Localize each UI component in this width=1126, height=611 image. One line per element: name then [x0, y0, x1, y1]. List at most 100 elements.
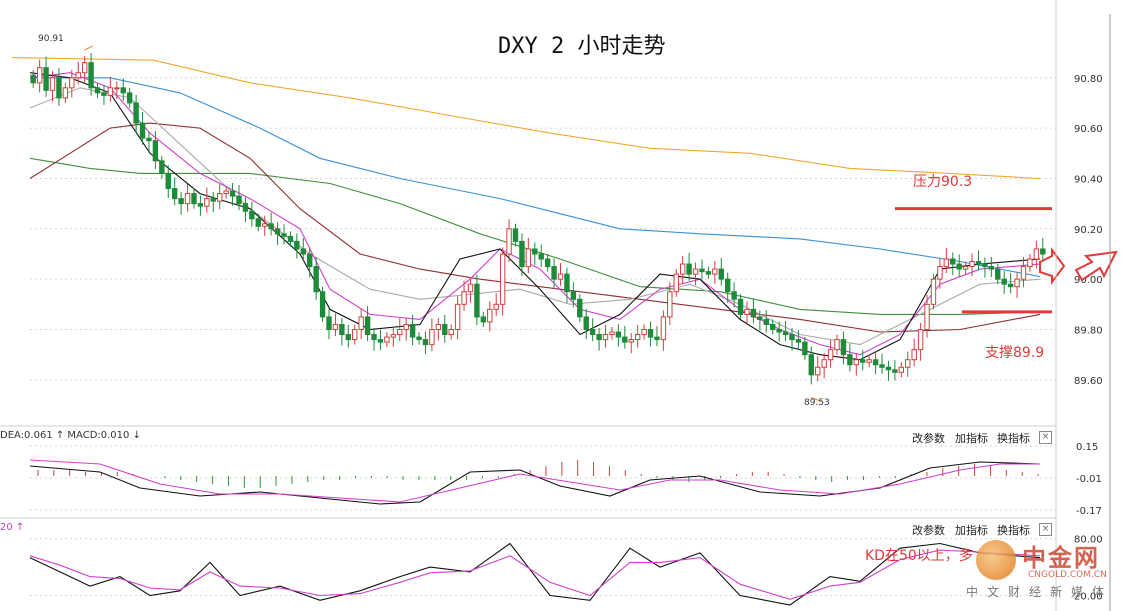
candle-body	[255, 218, 261, 227]
candle-body	[274, 228, 281, 235]
candle-body	[654, 336, 660, 341]
candle-body	[815, 366, 821, 376]
candle-body	[1040, 248, 1046, 255]
kdj-close-icon[interactable]: ×	[1039, 523, 1052, 536]
candle-body	[718, 268, 724, 280]
macd-grid	[30, 445, 1056, 511]
candle-body	[1001, 278, 1007, 285]
candle-body	[647, 329, 654, 338]
candle-body	[30, 74, 36, 84]
candle-body	[937, 266, 943, 280]
candle-body	[81, 62, 88, 74]
candle-body	[712, 268, 718, 275]
kdj-edit-params-button[interactable]: 改参数	[912, 524, 945, 537]
candle-body	[454, 303, 461, 331]
candle-body	[956, 263, 962, 270]
macd-header: DEA:0.061 ↑ MACD:0.010 ↓	[0, 430, 141, 441]
candle-body	[184, 193, 191, 205]
kdj-line-d	[29, 549, 1041, 600]
candle-body	[493, 303, 499, 310]
candle-body	[49, 77, 56, 91]
candle-body	[564, 273, 570, 293]
macd-ytick-label: -0.01	[1076, 474, 1102, 485]
candle-body	[114, 87, 120, 90]
candle-body	[43, 67, 49, 91]
low-price-label: 89.53	[804, 398, 830, 408]
macd-add-indicator-button[interactable]: 加指标	[955, 432, 988, 445]
candle-body	[191, 193, 197, 205]
candle-body	[609, 331, 615, 336]
kdj-line-k	[29, 542, 1041, 606]
candle-body	[737, 298, 744, 315]
candle-body	[88, 62, 94, 89]
candle-body	[924, 303, 930, 331]
main-ytick-label: 89.80	[1074, 326, 1103, 337]
high-marker	[84, 45, 93, 51]
right-arrow-icon	[1039, 247, 1066, 285]
candle-body	[551, 266, 557, 280]
candle-body	[358, 316, 364, 331]
candle-body	[216, 193, 223, 202]
main-ytick-label: 89.60	[1074, 376, 1103, 387]
macd-lines	[29, 459, 1041, 505]
candle-body	[262, 223, 268, 227]
candle-body	[319, 291, 326, 318]
candle-body	[634, 334, 641, 341]
candle-body	[339, 323, 345, 336]
annotation-lines	[895, 207, 1052, 314]
kdj-ytick-label: 80.00	[1074, 535, 1103, 546]
kd-annotation: KD在50以上，多	[865, 548, 973, 564]
candle-body	[377, 339, 384, 343]
candle-body	[782, 331, 789, 336]
candle-body	[101, 92, 107, 96]
candle-body	[120, 87, 126, 94]
candle-body	[692, 268, 699, 275]
candle-body	[699, 268, 705, 273]
candle-body	[352, 329, 358, 341]
candle-body	[821, 359, 827, 368]
candle-body	[911, 349, 917, 361]
kdj-add-indicator-button[interactable]: 加指标	[955, 524, 988, 537]
y-axes: 90.80 90.60 90.40 90.20 90.00 89.80 89.60 0.15 -…	[1074, 74, 1103, 603]
candle-body	[159, 160, 165, 174]
candle-body	[474, 283, 480, 318]
candle-body	[995, 268, 1001, 280]
candle-body	[802, 341, 808, 356]
candle-body	[499, 253, 506, 305]
candle-body	[268, 223, 274, 230]
candle-body	[744, 308, 750, 315]
macd-ytick-label: 0.15	[1076, 442, 1098, 453]
candle-body	[242, 203, 249, 212]
low-marker	[811, 397, 822, 402]
candle-body	[538, 253, 544, 260]
candle-body	[236, 195, 242, 205]
candle-body	[885, 366, 892, 371]
candle-body	[178, 198, 184, 205]
candle-body	[448, 329, 454, 336]
candle-body	[229, 190, 236, 197]
macd-switch-indicator-button[interactable]: 换指标	[997, 432, 1030, 445]
logo-icon	[976, 540, 1016, 580]
candle-body	[763, 318, 769, 325]
candle-body	[152, 140, 159, 162]
candle-body	[795, 339, 802, 343]
macd-edit-params-button[interactable]: 改参数	[912, 432, 945, 445]
candle-body	[223, 190, 229, 195]
candle-body	[435, 323, 442, 331]
candle-body	[197, 203, 204, 207]
kdj-switch-indicator-button[interactable]: 换指标	[997, 524, 1030, 537]
candle-body	[589, 329, 596, 336]
candle-body	[557, 273, 564, 280]
ma-line-ma-green	[29, 157, 1041, 315]
candle-body	[1020, 266, 1027, 280]
main-ytick-label: 90.60	[1074, 124, 1103, 135]
macd-close-icon[interactable]: ×	[1039, 431, 1052, 444]
macd-line-dif	[29, 461, 1041, 505]
kdj-ytick-label: 20.00	[1074, 592, 1103, 603]
candle-body	[364, 316, 371, 336]
candle-body	[249, 210, 255, 220]
candle-body	[56, 77, 62, 99]
candle-body	[1014, 278, 1020, 288]
candle-body	[397, 329, 403, 336]
